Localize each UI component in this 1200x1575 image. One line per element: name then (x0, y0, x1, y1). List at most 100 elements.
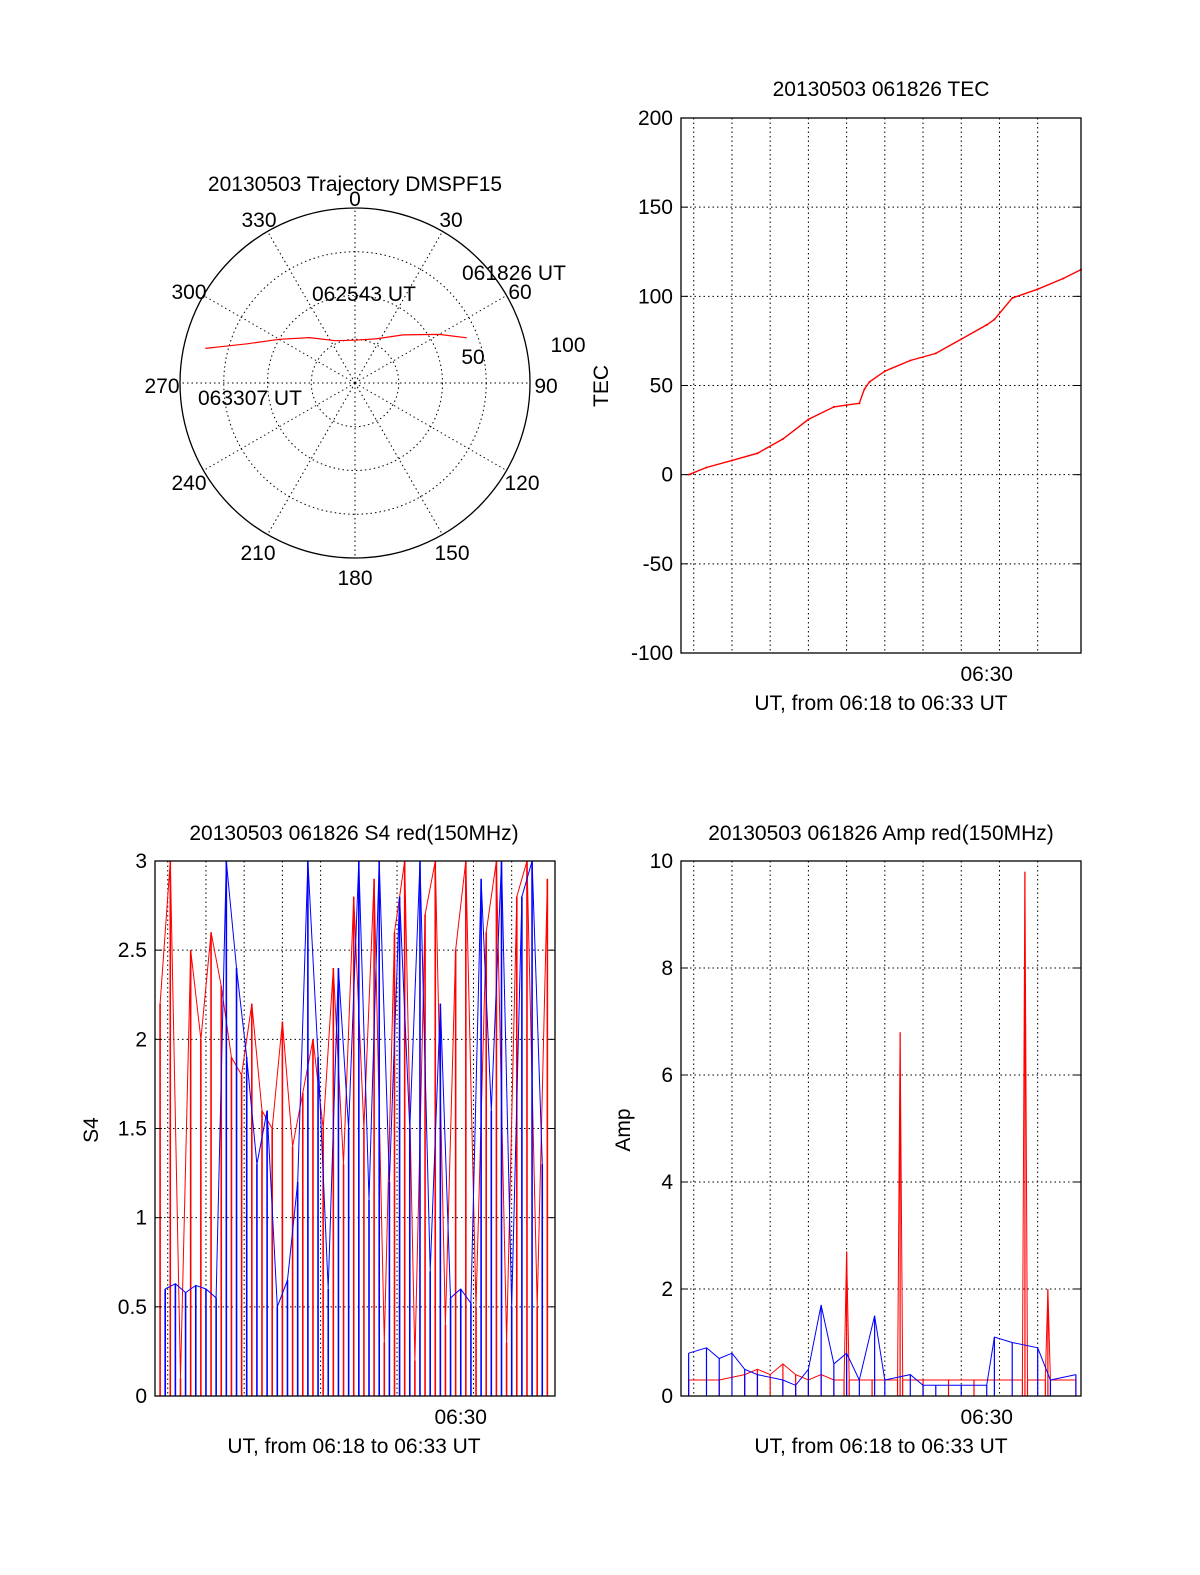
tec-xtick-label: 06:30 (960, 663, 1013, 686)
amp-series (688, 871, 1077, 1396)
tec-point (807, 418, 810, 421)
s4-series-red (159, 860, 549, 1396)
amp-ytick-label: 10 (650, 850, 673, 873)
amp-line-red (688, 871, 1076, 1381)
s4-ytick-label: 0 (135, 1385, 147, 1408)
angle-label-120: 120 (504, 472, 539, 495)
amp-xtick-label: 06:30 (960, 1406, 1013, 1429)
amp-ytick-label: 0 (661, 1385, 673, 1408)
tec-point (1062, 277, 1065, 280)
angle-label-210: 210 (240, 542, 275, 565)
angle-label-0: 0 (349, 188, 361, 211)
amp-ytick-label: 2 (661, 1278, 673, 1301)
polar-trajectory (205, 333, 467, 349)
angle-label-270: 270 (144, 375, 179, 398)
tec-point (934, 352, 937, 355)
s4-title: 20130503 061826 S4 red(150MHz) (189, 822, 518, 845)
s4-y-label: S4 (80, 1117, 103, 1143)
angle-label-180: 180 (337, 567, 372, 590)
tec-point (858, 402, 861, 405)
tec-point (960, 338, 963, 341)
tec-ytick-label: 50 (650, 375, 673, 398)
angle-label-300: 300 (171, 281, 206, 304)
polar-outer-circle (179, 207, 531, 559)
amp-plot-frame (680, 860, 1082, 1397)
amp-chart: 20130503 061826 Amp red(150MHz) 0246810 … (612, 822, 1082, 1458)
s4-ytick-label: 2.5 (118, 939, 147, 962)
tec-x-label: UT, from 06:18 to 06:33 UT (754, 692, 1007, 715)
tec-chart: 20130503 061826 TEC -100-50050100150200 … (590, 78, 1082, 715)
s4-series-blue (164, 860, 544, 1396)
tec-point (1011, 297, 1014, 300)
tec-title: 20130503 061826 TEC (773, 78, 990, 101)
trajectory-mid-label: 062543 UT (312, 283, 416, 306)
s4-x-label: UT, from 06:18 to 06:33 UT (227, 1435, 480, 1458)
angle-label-30: 30 (439, 209, 462, 232)
s4-chart: 20130503 061826 S4 red(150MHz) 0 0.5 1 1.5 2… (80, 822, 556, 1458)
s4-xtick-label: 06:30 (434, 1406, 487, 1429)
s4-ytick-label: 2 (135, 1028, 147, 1051)
amp-y-ticks: 0 2 4 6 8 10 (650, 850, 1081, 1408)
trajectory-end-label: 063307 UT (198, 387, 302, 410)
tec-point (756, 452, 759, 455)
radius-label-50: 50 (461, 346, 484, 369)
angle-label-150: 150 (434, 542, 469, 565)
amp-ytick-label: 4 (661, 1171, 673, 1194)
tec-point (832, 405, 835, 408)
amp-y-label: Amp (612, 1108, 635, 1151)
amp-series-red (688, 871, 1077, 1396)
tec-point (730, 459, 733, 462)
angle-label-60: 60 (508, 281, 531, 304)
angle-label-240: 240 (171, 472, 206, 495)
trajectory-line (205, 333, 467, 349)
s4-y-ticks: 0 0.5 1 1.5 2 2.5 3 (118, 850, 555, 1408)
tec-point (868, 380, 871, 383)
radius-label-100: 100 (550, 334, 585, 357)
amp-ytick-label: 6 (661, 1064, 673, 1087)
tec-ytick-label: 100 (638, 285, 673, 308)
amp-title: 20130503 061826 Amp red(150MHz) (708, 822, 1054, 845)
tec-x-ticks: 06:30 (960, 663, 1013, 686)
amp-grid (681, 861, 1081, 1396)
tec-point (863, 388, 866, 391)
polar-spoke (354, 231, 443, 384)
tec-ytick-label: 200 (638, 107, 673, 130)
polar-spoke (354, 295, 507, 384)
s4-ytick-label: 1.5 (118, 1118, 147, 1141)
tec-point (1036, 288, 1039, 291)
tec-y-label: TEC (590, 365, 613, 407)
angle-label-330: 330 (241, 209, 276, 232)
polar-title: 20130503 Trajectory DMSPF15 (208, 173, 502, 196)
polar-trajectory-chart: 20130503 Trajectory DMSPF15 0 30 60 90 1… (144, 173, 585, 590)
tec-point (781, 438, 784, 440)
tec-point (705, 466, 708, 469)
tec-point (909, 359, 912, 362)
polar-ring (310, 338, 400, 428)
angle-label-90: 90 (534, 375, 557, 398)
s4-series (159, 860, 549, 1396)
tec-point (985, 323, 988, 326)
tec-point (687, 473, 690, 476)
tec-ytick-label: -100 (631, 642, 673, 665)
tec-ytick-label: 150 (638, 196, 673, 219)
amp-series-blue (688, 1304, 1077, 1396)
tec-point (845, 404, 848, 407)
tec-ytick-label: 0 (661, 464, 673, 487)
tec-point (883, 370, 886, 373)
s4-ytick-label: 0.5 (118, 1296, 147, 1319)
s4-ytick-label: 3 (135, 850, 147, 873)
tec-series (687, 268, 1082, 476)
polar-angle-labels: 0 30 60 90 120 150 180 210 240 270 300 3… (144, 188, 557, 590)
amp-ytick-label: 8 (661, 957, 673, 980)
s4-line-blue (164, 860, 543, 1307)
tec-y-ticks: -100 -50 0 50 100 150 200 (631, 107, 1081, 665)
amp-x-label: UT, from 06:18 to 06:33 UT (754, 1435, 1007, 1458)
tec-ytick-label: -50 (643, 553, 673, 576)
tec-series-red (687, 268, 1082, 476)
amp-x-ticks: 06:30 (960, 1406, 1013, 1429)
s4-grid (155, 861, 555, 1396)
polar-grid (180, 208, 530, 558)
polar-ring (267, 295, 443, 471)
s4-x-ticks: 06:30 (434, 1406, 487, 1429)
